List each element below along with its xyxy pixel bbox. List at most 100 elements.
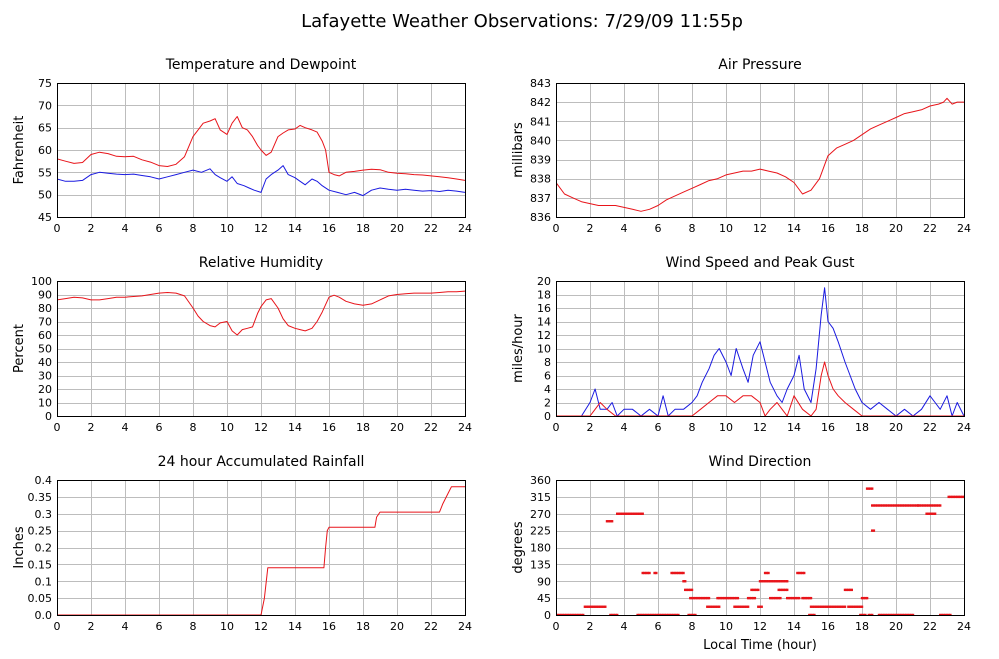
data-point bbox=[898, 504, 901, 507]
data-point bbox=[638, 613, 641, 615]
data-point bbox=[809, 596, 813, 600]
data-point bbox=[782, 588, 785, 592]
data-point bbox=[848, 605, 852, 608]
data-point bbox=[911, 613, 915, 615]
data-point bbox=[687, 588, 690, 592]
x-tick-label: 14 bbox=[787, 620, 801, 633]
page-title: Lafayette Weather Observations: 7/29/09 … bbox=[301, 11, 743, 32]
y-tick-label: 2 bbox=[544, 397, 551, 410]
data-point bbox=[937, 504, 940, 507]
data-point bbox=[651, 613, 655, 615]
data-layer bbox=[57, 486, 465, 615]
data-point bbox=[648, 571, 651, 575]
data-point bbox=[653, 571, 656, 575]
data-point bbox=[634, 512, 638, 515]
data-point bbox=[760, 605, 763, 608]
x-tick-label: 14 bbox=[288, 620, 302, 633]
data-point bbox=[777, 580, 780, 583]
data-point bbox=[714, 605, 717, 608]
x-tick-label: 10 bbox=[719, 222, 733, 235]
data-point bbox=[862, 596, 865, 600]
data-point bbox=[799, 571, 802, 575]
x-tick-label: 24 bbox=[957, 620, 971, 633]
data-point bbox=[644, 571, 648, 575]
data-point bbox=[779, 596, 782, 600]
x-tick-label: 24 bbox=[458, 222, 472, 235]
data-point bbox=[777, 596, 780, 600]
x-tick-label: 16 bbox=[821, 421, 835, 434]
x-tick-label: 24 bbox=[458, 620, 472, 633]
data-point bbox=[641, 512, 644, 515]
data-point bbox=[692, 596, 695, 600]
data-point bbox=[797, 596, 801, 600]
y-tick-label: 14 bbox=[537, 316, 551, 329]
data-point bbox=[871, 613, 874, 615]
data-point bbox=[813, 605, 816, 608]
y-tick-label: 8 bbox=[544, 356, 551, 369]
y-tick-label: 842 bbox=[530, 96, 551, 109]
data-point bbox=[616, 613, 619, 615]
y-tick-label: 843 bbox=[530, 77, 551, 90]
data-point bbox=[782, 580, 785, 583]
data-point bbox=[962, 495, 964, 499]
data-point bbox=[735, 596, 738, 600]
data-point bbox=[643, 571, 646, 575]
data-point bbox=[709, 605, 712, 608]
data-point bbox=[735, 605, 738, 608]
data-point bbox=[678, 571, 682, 575]
data-point bbox=[786, 588, 789, 592]
data-point bbox=[961, 495, 964, 499]
chart-title: 24 hour Accumulated Rainfall bbox=[158, 454, 365, 470]
data-point bbox=[684, 588, 687, 592]
data-point bbox=[852, 605, 855, 608]
data-point bbox=[896, 504, 899, 507]
data-point bbox=[624, 512, 627, 515]
data-point bbox=[568, 613, 571, 615]
x-tick-label: 0 bbox=[54, 222, 61, 235]
data-point bbox=[903, 613, 906, 615]
data-layer bbox=[556, 97, 964, 212]
data-point bbox=[899, 504, 903, 507]
data-point bbox=[881, 613, 884, 615]
data-point bbox=[741, 605, 745, 608]
data-point bbox=[633, 512, 636, 515]
x-tick-label: 22 bbox=[923, 620, 937, 633]
data-point bbox=[867, 487, 870, 490]
x-tick-label: 16 bbox=[821, 620, 835, 633]
data-point bbox=[864, 596, 867, 600]
data-point bbox=[738, 605, 741, 608]
data-point bbox=[655, 613, 658, 615]
data-point bbox=[794, 596, 797, 600]
data-point bbox=[928, 512, 932, 515]
x-tick-label: 20 bbox=[390, 620, 404, 633]
data-point bbox=[891, 613, 894, 615]
data-point bbox=[871, 487, 874, 490]
y-tick-label: 0.1 bbox=[35, 575, 53, 588]
x-tick-label: 6 bbox=[655, 222, 662, 235]
data-point bbox=[767, 580, 770, 583]
x-tick-label: 8 bbox=[689, 421, 696, 434]
data-point bbox=[801, 571, 804, 575]
data-point bbox=[593, 605, 597, 608]
data-point bbox=[925, 512, 928, 515]
data-point bbox=[644, 613, 648, 615]
data-point bbox=[558, 613, 561, 615]
data-point bbox=[752, 596, 755, 600]
data-point bbox=[922, 504, 925, 507]
data-point bbox=[893, 504, 896, 507]
data-point bbox=[879, 504, 882, 507]
data-point bbox=[942, 613, 945, 615]
data-point bbox=[882, 504, 886, 507]
data-point bbox=[636, 512, 639, 515]
data-point bbox=[871, 504, 874, 507]
data-layer bbox=[57, 116, 465, 197]
data-point bbox=[711, 605, 714, 608]
data-point bbox=[869, 613, 872, 615]
x-tick-label: 4 bbox=[122, 620, 129, 633]
data-point bbox=[576, 613, 580, 615]
data-point bbox=[939, 613, 942, 615]
x-tick-label: 2 bbox=[587, 620, 594, 633]
y-tick-label: 4 bbox=[544, 383, 551, 396]
data-point bbox=[731, 596, 734, 600]
y-tick-label: 65 bbox=[38, 122, 52, 135]
